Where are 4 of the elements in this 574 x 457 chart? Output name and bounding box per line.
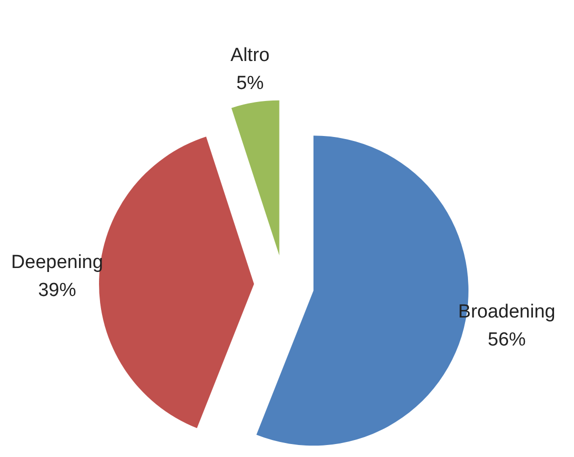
data-label: 56% xyxy=(488,329,526,350)
data-label: 39% xyxy=(38,280,76,301)
slice-label: Altro xyxy=(230,44,270,66)
data-label: 5% xyxy=(236,72,264,94)
